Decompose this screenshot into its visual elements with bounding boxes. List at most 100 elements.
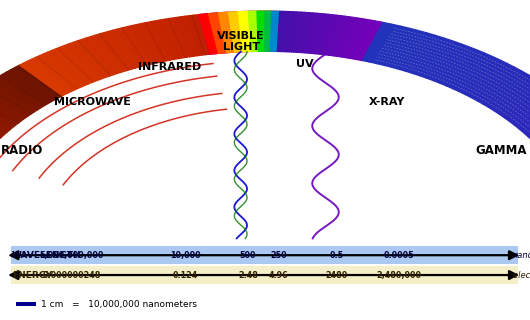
Text: 0.5: 0.5 <box>330 251 343 260</box>
Polygon shape <box>0 77 45 108</box>
Polygon shape <box>141 23 166 61</box>
Polygon shape <box>363 22 392 62</box>
Polygon shape <box>217 13 226 53</box>
Polygon shape <box>199 14 212 54</box>
Polygon shape <box>20 63 66 96</box>
Polygon shape <box>528 114 530 140</box>
Polygon shape <box>218 12 235 52</box>
Polygon shape <box>406 36 444 74</box>
Polygon shape <box>60 46 99 81</box>
Polygon shape <box>296 12 305 52</box>
Text: 0.0005: 0.0005 <box>383 251 414 260</box>
Polygon shape <box>179 16 198 56</box>
Polygon shape <box>0 112 4 137</box>
Polygon shape <box>249 11 259 52</box>
Bar <box>11 246 518 264</box>
Text: 2.48: 2.48 <box>238 270 258 280</box>
Text: MICROWAVE: MICROWAVE <box>54 97 131 108</box>
Polygon shape <box>392 31 427 69</box>
Polygon shape <box>205 14 217 53</box>
Polygon shape <box>160 19 182 59</box>
Polygon shape <box>0 115 2 139</box>
Text: 1 cm   =   10,000,000 nanometers: 1 cm = 10,000,000 nanometers <box>41 300 197 308</box>
Polygon shape <box>118 28 147 66</box>
Polygon shape <box>420 41 461 78</box>
Polygon shape <box>282 12 289 52</box>
Polygon shape <box>2 72 51 103</box>
Polygon shape <box>224 12 233 52</box>
Polygon shape <box>352 20 373 59</box>
Polygon shape <box>234 12 241 52</box>
Polygon shape <box>170 18 190 57</box>
Polygon shape <box>440 50 484 86</box>
Polygon shape <box>300 12 310 52</box>
Polygon shape <box>360 22 383 60</box>
Polygon shape <box>202 14 215 54</box>
Polygon shape <box>499 87 530 117</box>
Polygon shape <box>0 98 19 125</box>
Polygon shape <box>257 11 260 51</box>
Polygon shape <box>519 105 530 132</box>
Polygon shape <box>350 20 370 59</box>
Polygon shape <box>122 27 151 65</box>
Text: 5,000,000,000: 5,000,000,000 <box>39 251 104 260</box>
Polygon shape <box>260 11 263 51</box>
Text: 10,000: 10,000 <box>170 251 201 260</box>
Polygon shape <box>232 12 240 52</box>
Polygon shape <box>268 11 270 51</box>
Text: RADIO: RADIO <box>1 144 43 157</box>
Polygon shape <box>276 11 281 52</box>
Text: 500: 500 <box>240 251 257 260</box>
Polygon shape <box>150 21 174 60</box>
Polygon shape <box>48 51 89 85</box>
Polygon shape <box>346 19 365 58</box>
Polygon shape <box>331 16 347 56</box>
Polygon shape <box>155 20 178 59</box>
Polygon shape <box>73 41 110 77</box>
Polygon shape <box>6 70 55 101</box>
Polygon shape <box>199 14 218 54</box>
Polygon shape <box>309 13 321 53</box>
Polygon shape <box>210 13 222 53</box>
Polygon shape <box>174 17 194 57</box>
Polygon shape <box>189 15 206 55</box>
Polygon shape <box>0 90 28 118</box>
Polygon shape <box>0 106 10 132</box>
Text: ENERGY: ENERGY <box>12 270 52 280</box>
Polygon shape <box>488 79 530 110</box>
Text: nanometers: nanometers <box>513 251 530 260</box>
Polygon shape <box>28 60 72 92</box>
Polygon shape <box>446 53 492 89</box>
Polygon shape <box>0 109 7 134</box>
Text: WAVELENGTH: WAVELENGTH <box>12 251 82 260</box>
Polygon shape <box>254 11 258 51</box>
Polygon shape <box>215 13 225 53</box>
Text: INFRARED: INFRARED <box>138 62 201 72</box>
Polygon shape <box>68 43 106 78</box>
Polygon shape <box>514 100 530 129</box>
Polygon shape <box>273 11 276 51</box>
Polygon shape <box>264 11 267 51</box>
Polygon shape <box>201 14 214 54</box>
Polygon shape <box>131 25 158 63</box>
Polygon shape <box>322 15 337 55</box>
Polygon shape <box>307 13 318 53</box>
Polygon shape <box>258 11 261 51</box>
Polygon shape <box>317 14 331 54</box>
Polygon shape <box>356 21 378 60</box>
Polygon shape <box>315 14 329 54</box>
Polygon shape <box>23 61 69 94</box>
Polygon shape <box>39 54 82 88</box>
Polygon shape <box>0 103 13 130</box>
Polygon shape <box>99 33 132 70</box>
Polygon shape <box>244 12 250 52</box>
Polygon shape <box>285 12 292 52</box>
Polygon shape <box>292 12 299 52</box>
Bar <box>11 266 518 284</box>
Polygon shape <box>265 11 272 51</box>
Polygon shape <box>289 12 297 52</box>
Polygon shape <box>250 11 254 51</box>
Polygon shape <box>494 83 530 114</box>
Polygon shape <box>184 16 202 56</box>
Polygon shape <box>0 84 34 114</box>
